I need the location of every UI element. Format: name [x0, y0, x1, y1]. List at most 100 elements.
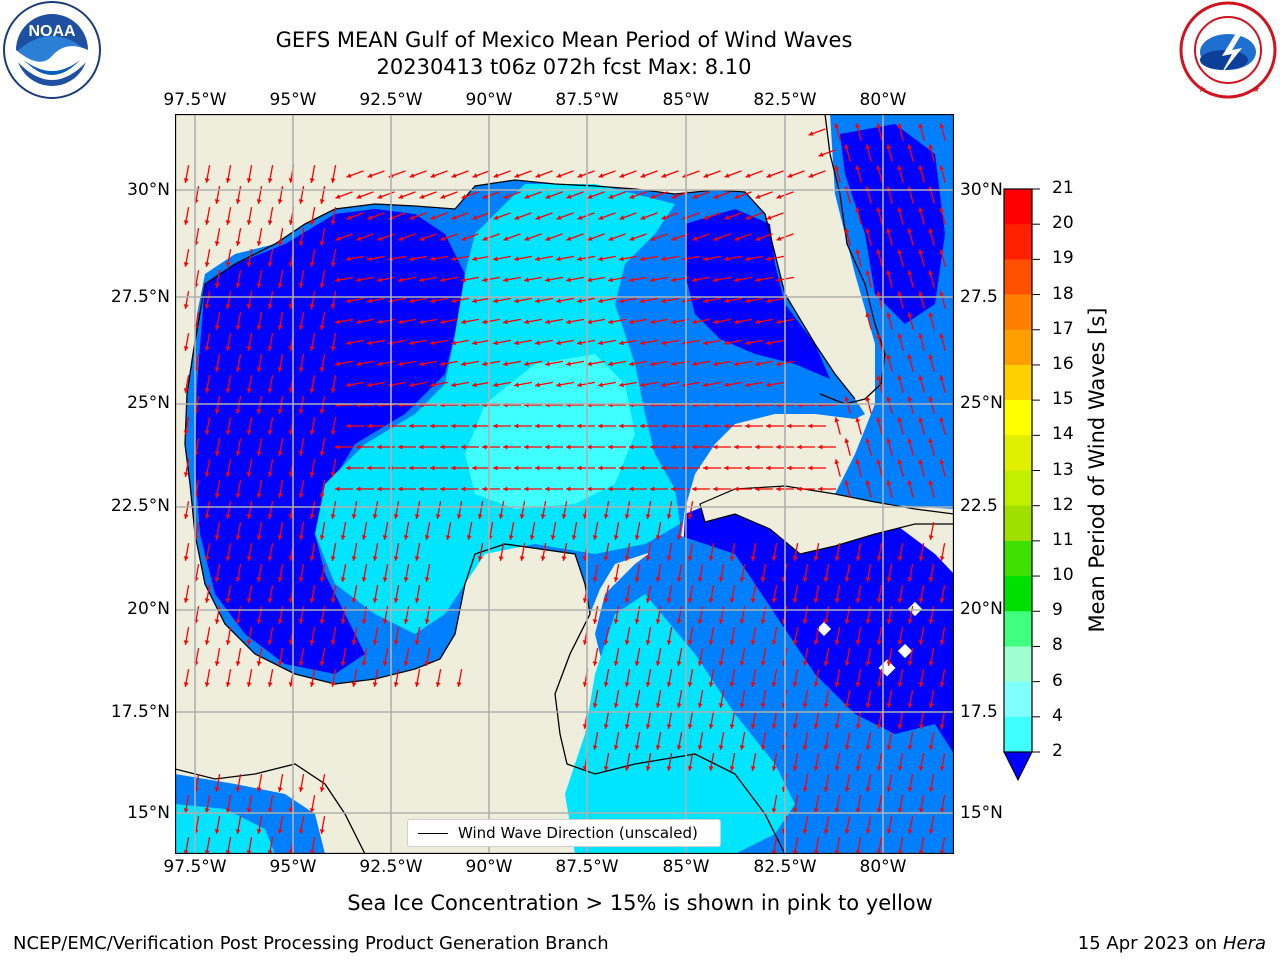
- wind-arrow-head: [267, 388, 273, 393]
- wind-arrow-head: [256, 367, 262, 372]
- wind-arrow-head: [823, 787, 829, 792]
- wind-arrow-head: [619, 298, 624, 304]
- wind-arrow-head: [204, 388, 210, 393]
- wind-arrow-head: [214, 577, 220, 582]
- wind-arrow-head: [577, 423, 582, 429]
- colorbar-tick-label: 11: [1052, 529, 1074, 550]
- lon-label-top: 92.5°W: [359, 90, 423, 110]
- wind-arrow-head: [298, 787, 304, 792]
- wind-arrow-head: [834, 556, 840, 561]
- wind-arrow-head: [928, 228, 934, 234]
- svg-text:★: ★: [1198, 84, 1206, 94]
- wind-arrow-head: [451, 298, 456, 304]
- gulf-coastline: [184, 179, 856, 445]
- wind-arrow-head: [477, 514, 483, 519]
- wind-arrow-head: [655, 577, 661, 582]
- wind-arrow-head: [246, 220, 252, 225]
- wind-arrow-head: [918, 333, 924, 339]
- wind-arrow-head: [608, 444, 613, 450]
- wind-arrow-head: [886, 577, 892, 582]
- colorbar-tick-label: 20: [1052, 213, 1074, 234]
- wind-arrow-head: [419, 236, 425, 241]
- wind-arrow-head: [713, 194, 719, 199]
- wind-arrow-head: [755, 486, 760, 492]
- wind-arrow-head: [608, 236, 614, 241]
- wind-arrow-head: [277, 787, 283, 792]
- wind-arrow-head: [724, 423, 729, 429]
- wind-arrow-head: [671, 319, 676, 325]
- wind-arrow-head: [235, 199, 241, 204]
- wind-arrow-head: [650, 236, 656, 241]
- wind-arrow-head: [556, 382, 561, 388]
- wind-arrow-head: [739, 661, 745, 666]
- wind-arrow-head: [592, 745, 598, 750]
- colorbar-tick-label: 17: [1052, 318, 1074, 339]
- lon-label-top: 90°W: [465, 90, 513, 110]
- wind-arrow-head: [692, 361, 697, 367]
- wind-arrow-head: [939, 291, 945, 297]
- wind-arrow-head: [598, 256, 603, 262]
- wind-arrow-head: [907, 228, 913, 234]
- wind-arrow-head: [886, 144, 892, 150]
- wind-arrow-head: [603, 682, 609, 687]
- central-america-coastline: [175, 763, 366, 854]
- wind-arrow-head: [745, 465, 750, 471]
- wind-arrow-head: [918, 249, 924, 255]
- wind-arrow-head: [855, 249, 861, 255]
- wind-arrow-head: [382, 577, 388, 582]
- wind-arrow-head: [760, 661, 766, 666]
- wind-arrow-head: [503, 236, 509, 241]
- wind-arrow-head: [718, 661, 724, 666]
- colorbar-tick-label: 18: [1052, 283, 1074, 304]
- wind-arrow-head: [666, 556, 672, 561]
- lat-label-right: 30°N: [960, 180, 1003, 200]
- wind-arrow-head: [445, 535, 451, 540]
- colorbar-tick-label: 2: [1052, 741, 1063, 761]
- wind-arrow-head: [776, 277, 781, 283]
- wind-arrow-head: [267, 682, 273, 687]
- wind-arrow-head: [319, 619, 325, 624]
- wind-arrow-head: [503, 444, 508, 450]
- wind-arrow-head: [204, 472, 210, 477]
- wind-arrow-head: [498, 514, 504, 519]
- wind-arrow-head: [865, 438, 871, 444]
- wind-arrow-head: [708, 598, 714, 603]
- wind-arrow-head: [598, 298, 603, 304]
- wind-arrow-head: [619, 382, 624, 388]
- wind-arrow-head: [907, 577, 913, 582]
- wind-arrow-head: [398, 444, 403, 450]
- wind-arrow-head: [918, 640, 924, 645]
- wind-arrow-head: [277, 661, 283, 666]
- wind-arrow-head: [566, 194, 572, 199]
- wind-arrow-head: [503, 319, 508, 325]
- wind-arrow-head: [844, 228, 850, 234]
- wind-arrow-head: [813, 766, 819, 771]
- wind-arrow-head: [566, 236, 572, 241]
- wind-arrow-head: [424, 535, 430, 540]
- wind-arrow-head: [787, 423, 792, 429]
- wind-arrow-head: [267, 346, 273, 351]
- wind-arrow-head: [766, 256, 771, 262]
- wind-arrow-head: [629, 194, 635, 199]
- wind-arrow-head: [734, 236, 740, 241]
- wind-arrow-head: [514, 382, 519, 388]
- wind-arrow-head: [493, 173, 499, 178]
- wind-arrow-head: [540, 514, 546, 519]
- wind-arrow-head: [713, 319, 718, 325]
- wind-arrow-head: [676, 535, 682, 540]
- colorbar-tick-label: 6: [1052, 670, 1063, 691]
- wind-arrow-head: [661, 340, 666, 346]
- wind-arrow-head: [309, 220, 315, 225]
- wind-arrow-head: [367, 465, 372, 471]
- colorbar-bin: [1004, 470, 1032, 507]
- wind-arrow-head: [361, 661, 367, 666]
- wind-arrow-head: [592, 661, 598, 666]
- wind-arrow-head: [802, 787, 808, 792]
- wind-arrow-head: [729, 556, 735, 561]
- wind-arrow-head: [613, 661, 619, 666]
- wind-arrow-head: [718, 619, 724, 624]
- wind-arrow-head: [440, 361, 445, 367]
- wind-arrow-head: [267, 304, 273, 309]
- wind-arrow-head: [577, 340, 582, 346]
- wind-arrow-head: [183, 388, 189, 393]
